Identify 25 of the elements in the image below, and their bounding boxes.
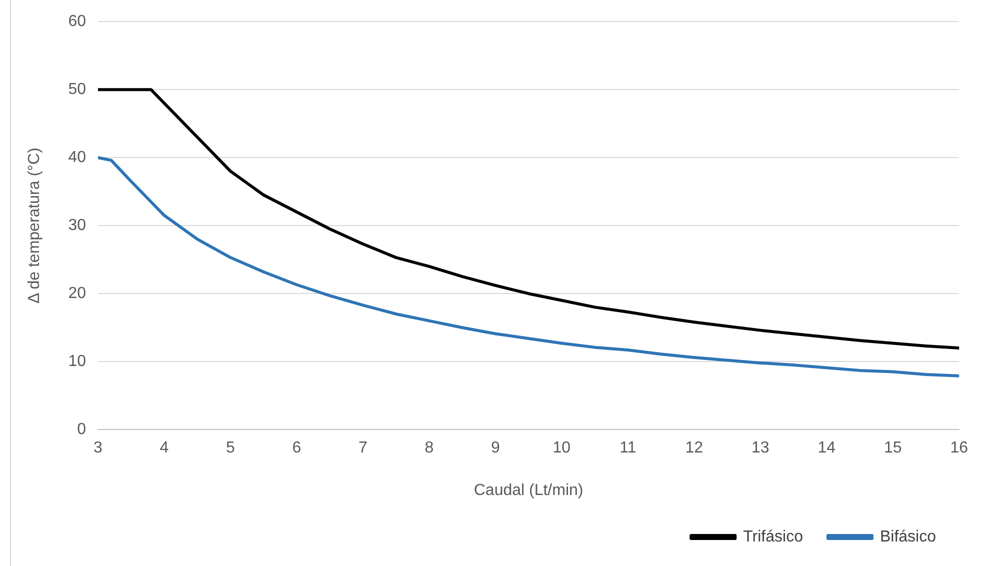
y-tick-label: 10 (68, 353, 86, 370)
legend-label: Trifásico (743, 528, 804, 546)
x-tick-label: 6 (292, 440, 302, 457)
x-tick-label: 14 (818, 440, 836, 457)
x-tick-label: 7 (358, 440, 368, 457)
x-axis-title: Caudal (Lt/min) (474, 482, 584, 499)
x-tick-label: 13 (751, 440, 770, 457)
x-tick-label: 12 (685, 440, 704, 457)
y-tick-label: 60 (68, 13, 86, 30)
x-tick-label: 4 (160, 440, 169, 457)
x-tick-label: 8 (424, 440, 434, 457)
y-axis-title: Δ de temperatura (°C) (26, 148, 44, 304)
y-tick-label: 0 (77, 421, 86, 438)
legend-label: Bifásico (880, 528, 936, 546)
x-tick-label: 11 (620, 440, 636, 457)
x-tick-label: 10 (552, 440, 571, 457)
y-tick-label: 50 (68, 81, 86, 98)
x-tick-label: 3 (94, 440, 103, 457)
x-tick-label: 9 (490, 440, 500, 457)
y-tick-label: 40 (68, 149, 86, 166)
x-tick-label: 16 (950, 440, 968, 457)
x-tick-label: 15 (884, 440, 902, 457)
y-tick-label: 20 (68, 285, 86, 302)
y-tick-label: 30 (68, 217, 86, 234)
x-tick-label: 5 (226, 440, 236, 457)
